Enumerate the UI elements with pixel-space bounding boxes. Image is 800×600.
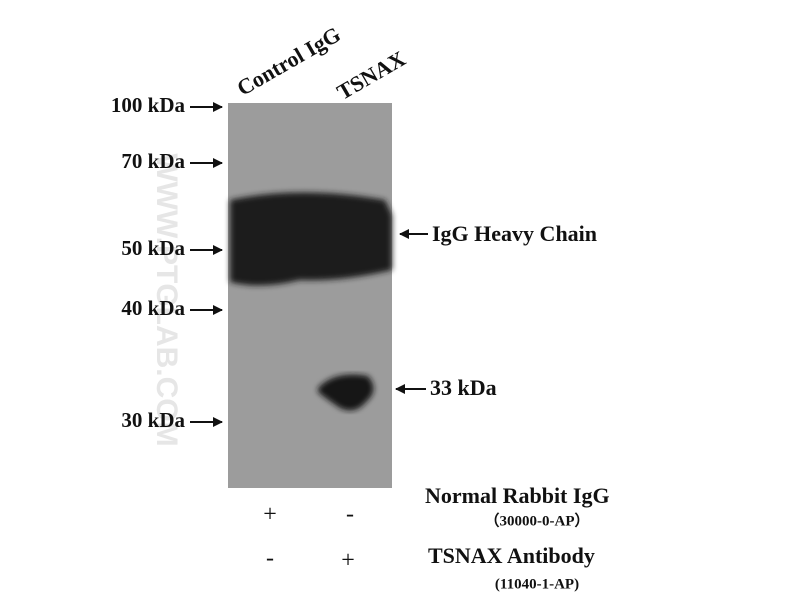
blot <box>228 103 392 488</box>
watermark: WWW.PTGLAB.COM <box>150 153 183 446</box>
condition-name: Normal Rabbit IgG <box>425 483 610 508</box>
markers: 100 kDa 70 kDa 50 kDa 40 kDa 30 kDa <box>111 93 223 432</box>
sign: - <box>266 546 274 572</box>
catalog: （30000-0-AP） <box>485 511 590 529</box>
marker-label: 50 kDa <box>121 236 185 260</box>
sign: + <box>263 502 277 528</box>
catalog: (11040-1-AP) <box>495 576 579 592</box>
annotation: IgG Heavy Chain <box>432 221 597 246</box>
marker-label: 100 kDa <box>111 93 186 117</box>
tsnax-band <box>318 374 374 411</box>
condition-name: TSNAX Antibody <box>428 543 595 568</box>
sign: + <box>341 548 355 574</box>
sign: - <box>346 502 354 528</box>
marker-label: 40 kDa <box>121 296 185 320</box>
marker-label: 70 kDa <box>121 149 185 173</box>
lane-label: TSNAX <box>333 46 410 105</box>
heavy-chain-band <box>230 192 392 286</box>
lane-label: Control IgG <box>233 21 345 100</box>
marker-label: 30 kDa <box>121 408 185 432</box>
annotation: 33 kDa <box>430 375 497 400</box>
